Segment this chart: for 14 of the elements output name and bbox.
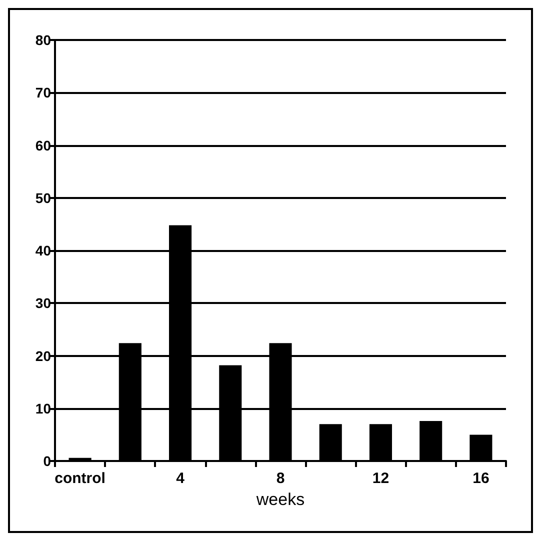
x-tick-label: 8 (276, 470, 285, 487)
y-tick-label: 60 (35, 137, 52, 154)
y-tick-label: 70 (35, 84, 52, 101)
y-tick-label: 40 (35, 242, 52, 258)
y-tick-label: 50 (35, 190, 52, 206)
y-tick-label: 80 (35, 32, 52, 48)
x-tick-label: control (54, 470, 106, 487)
y-tick-label: 30 (35, 295, 52, 312)
x-tick-label: 12 (372, 470, 390, 487)
x-tick-label: 4 (176, 470, 186, 487)
y-tick-label: 10 (35, 400, 52, 416)
x-axis-title: weeks (255, 490, 305, 509)
y-tick-label: 20 (35, 348, 52, 364)
x-tick-label: 16 (472, 470, 490, 487)
